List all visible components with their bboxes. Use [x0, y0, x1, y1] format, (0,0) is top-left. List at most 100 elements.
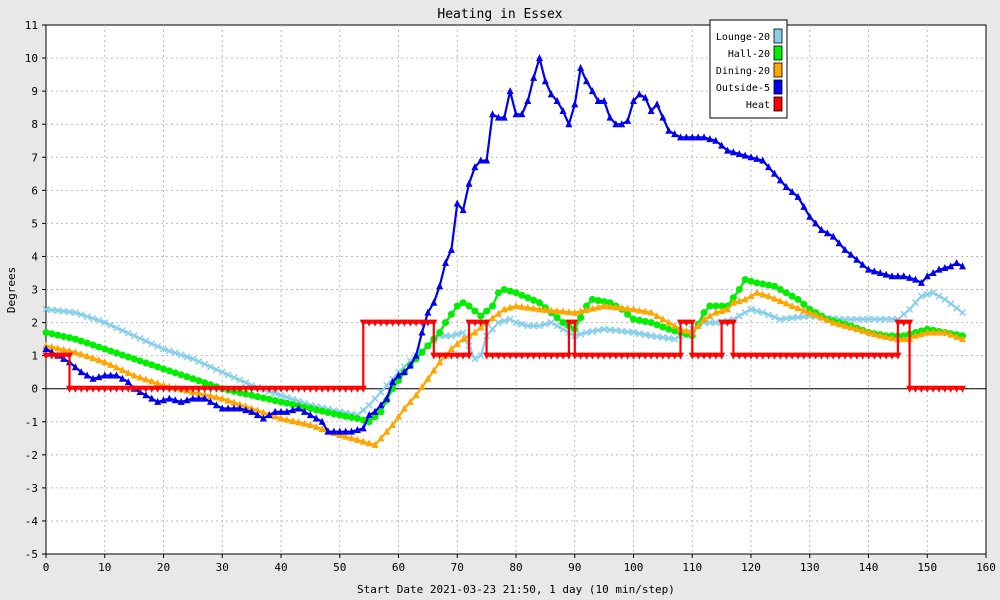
data-point: [383, 381, 391, 389]
y-tick-label: 1: [31, 350, 38, 363]
data-point: [201, 385, 209, 393]
data-point: [929, 268, 937, 276]
data-point: [306, 411, 314, 419]
data-point: [935, 265, 943, 273]
data-point: [136, 357, 144, 365]
data-point: [641, 331, 649, 339]
data-point: [759, 156, 767, 164]
data-point: [224, 371, 232, 379]
data-point: [600, 302, 608, 310]
data-point: [66, 346, 73, 354]
data-point: [283, 407, 291, 415]
data-point: [547, 319, 555, 327]
data-point: [524, 352, 532, 360]
data-point: [465, 319, 473, 327]
data-point: [788, 314, 796, 322]
data-point: [547, 90, 555, 98]
data-point: [330, 410, 338, 418]
legend-label: Lounge-20: [716, 32, 770, 43]
data-point: [864, 315, 873, 323]
data-point: [735, 312, 743, 320]
data-point: [553, 314, 561, 322]
y-tick-label: -5: [25, 548, 38, 561]
data-point: [494, 309, 502, 317]
data-point: [418, 348, 426, 356]
data-point: [677, 319, 684, 327]
data-point: [588, 295, 596, 303]
data-point: [218, 404, 226, 412]
data-point: [806, 308, 814, 316]
data-point: [953, 259, 961, 267]
data-point: [923, 272, 931, 280]
data-point: [782, 299, 790, 307]
data-point: [853, 315, 861, 323]
data-point: [442, 259, 449, 267]
data-point: [353, 426, 361, 434]
data-point: [718, 141, 726, 149]
data-point: [160, 365, 167, 373]
data-point: [941, 295, 949, 303]
data-point: [512, 352, 520, 360]
data-point: [236, 376, 244, 384]
data-point: [183, 385, 191, 393]
data-point: [577, 307, 585, 315]
data-point: [712, 352, 720, 360]
data-point: [929, 385, 937, 393]
data-point: [847, 352, 855, 360]
data-point: [453, 302, 461, 310]
data-point: [471, 163, 479, 171]
data-point: [301, 385, 308, 393]
data-point: [130, 371, 138, 379]
data-point: [318, 417, 326, 425]
chart-title: Heating in Essex: [437, 7, 562, 22]
data-point: [124, 353, 132, 361]
data-point: [312, 423, 320, 431]
data-point: [688, 319, 696, 327]
data-point: [142, 385, 150, 393]
data-point: [818, 352, 825, 360]
data-point: [142, 337, 150, 345]
y-tick-label: 6: [31, 184, 38, 197]
data-point: [718, 352, 726, 360]
data-point: [911, 299, 920, 307]
data-point: [612, 303, 620, 311]
data-point: [630, 305, 637, 313]
data-point: [289, 417, 297, 425]
data-point: [377, 319, 385, 327]
data-point: [782, 315, 790, 323]
data-point: [248, 385, 256, 393]
data-point: [242, 406, 250, 414]
data-point: [483, 156, 491, 164]
data-point: [794, 192, 802, 200]
data-point: [471, 307, 479, 315]
data-point: [489, 302, 496, 310]
data-point: [941, 264, 949, 272]
data-point: [800, 352, 808, 360]
data-point: [195, 358, 203, 366]
data-point: [724, 305, 731, 313]
data-point: [665, 352, 673, 360]
data-point: [612, 326, 620, 335]
data-point: [912, 275, 919, 283]
data-point: [66, 385, 73, 393]
data-point: [259, 414, 267, 422]
data-point: [788, 352, 796, 360]
data-point: [254, 393, 261, 401]
data-point: [747, 305, 755, 313]
data-point: [847, 250, 855, 258]
data-point: [765, 281, 773, 289]
data-point: [941, 385, 949, 393]
data-point: [794, 295, 802, 303]
data-point: [142, 375, 150, 383]
data-point: [888, 315, 896, 323]
data-point: [371, 440, 379, 448]
data-point: [653, 321, 661, 329]
data-point: [453, 340, 461, 348]
data-point: [195, 394, 203, 402]
data-point: [770, 313, 779, 321]
data-point: [336, 427, 344, 435]
data-point: [829, 232, 837, 240]
data-point: [671, 321, 679, 329]
data-point: [518, 291, 526, 299]
x-tick-label: 20: [157, 561, 170, 574]
